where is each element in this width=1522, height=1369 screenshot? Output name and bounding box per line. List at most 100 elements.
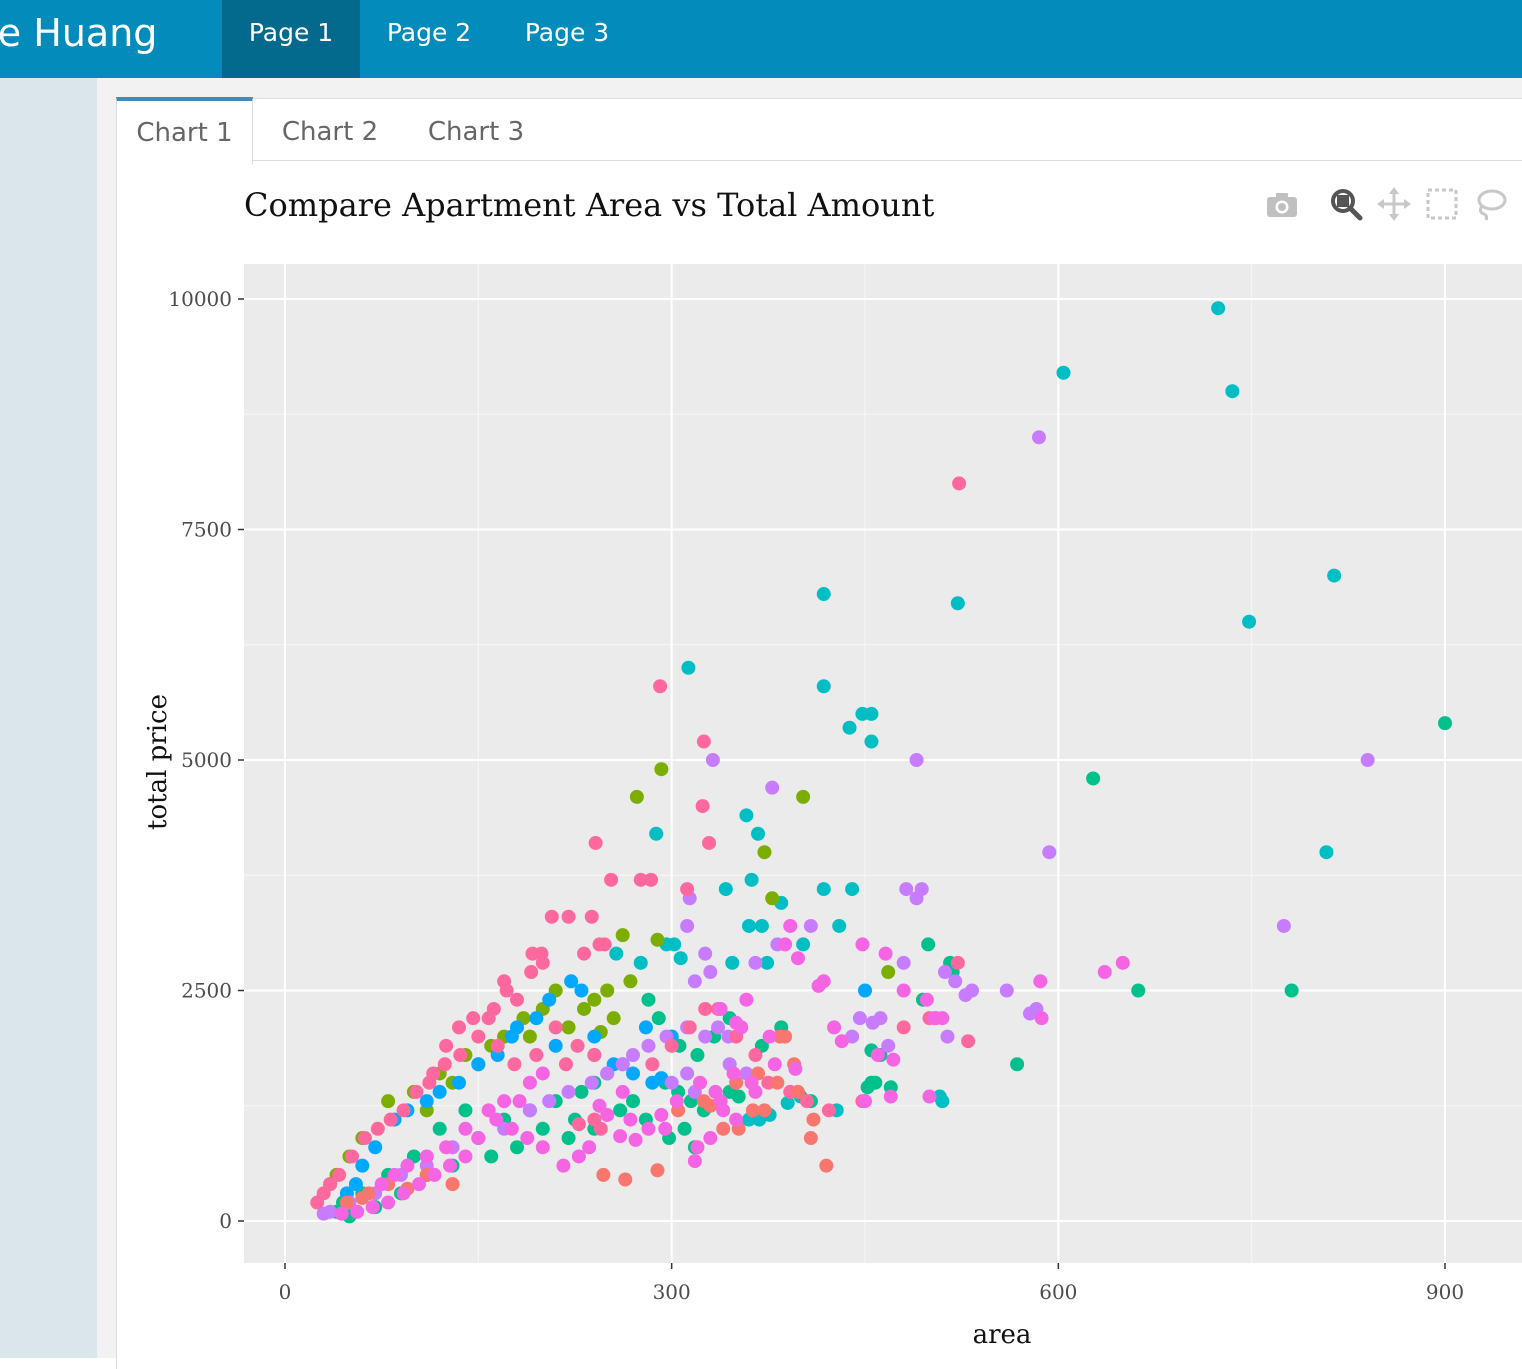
- scatter-point[interactable]: [626, 1066, 640, 1081]
- scatter-point[interactable]: [783, 918, 798, 933]
- scatter-point[interactable]: [811, 978, 826, 993]
- scatter-point[interactable]: [845, 882, 860, 897]
- scatter-point[interactable]: [499, 983, 514, 998]
- scatter-point[interactable]: [437, 1057, 452, 1072]
- scatter-point[interactable]: [716, 1103, 731, 1118]
- scatter-point[interactable]: [400, 1158, 415, 1173]
- scatter-point[interactable]: [1211, 301, 1226, 316]
- scatter-point[interactable]: [641, 1121, 656, 1136]
- scatter-point[interactable]: [834, 1034, 849, 1049]
- scatter-point[interactable]: [497, 1094, 512, 1109]
- scatter-point[interactable]: [432, 1121, 447, 1136]
- scatter-point[interactable]: [458, 1121, 473, 1136]
- scatter-point[interactable]: [504, 1121, 519, 1136]
- scatter-point[interactable]: [816, 882, 831, 897]
- scatter-point[interactable]: [860, 1080, 875, 1095]
- scatter-point[interactable]: [935, 1094, 950, 1109]
- scatter-point[interactable]: [419, 1094, 434, 1109]
- scatter-point[interactable]: [588, 835, 603, 850]
- brand-title[interactable]: loe Huang: [0, 11, 158, 55]
- scatter-point[interactable]: [466, 1011, 481, 1026]
- scatter-point[interactable]: [827, 1020, 842, 1035]
- scatter-point[interactable]: [852, 1011, 867, 1026]
- scatter-point[interactable]: [718, 882, 733, 897]
- tab-chart-2[interactable]: Chart 2: [281, 117, 379, 147]
- scatter-point[interactable]: [948, 974, 963, 989]
- scatter-point[interactable]: [796, 937, 811, 952]
- scatter-point[interactable]: [864, 734, 879, 749]
- scatter-point[interactable]: [368, 1140, 383, 1155]
- scatter-point[interactable]: [921, 937, 936, 952]
- scatter-point[interactable]: [471, 1057, 486, 1072]
- scatter-point[interactable]: [961, 1034, 976, 1049]
- scatter-point[interactable]: [626, 1094, 640, 1109]
- scatter-point[interactable]: [650, 1163, 665, 1178]
- scatter-point[interactable]: [644, 872, 659, 887]
- scatter-point[interactable]: [504, 1029, 519, 1044]
- scatter-point[interactable]: [458, 1103, 473, 1118]
- scatter-point[interactable]: [525, 946, 540, 961]
- scatter-point[interactable]: [790, 951, 805, 966]
- scatter-point[interactable]: [334, 1206, 349, 1221]
- scatter-point[interactable]: [522, 1029, 537, 1044]
- data-points[interactable]: [310, 301, 1452, 1224]
- scatter-point[interactable]: [510, 992, 524, 1007]
- scatter-point[interactable]: [651, 1011, 666, 1026]
- scatter-point[interactable]: [471, 1029, 486, 1044]
- scatter-point[interactable]: [587, 1048, 602, 1063]
- scatter-point[interactable]: [870, 1048, 885, 1063]
- scatter-point[interactable]: [690, 1140, 705, 1155]
- scatter-point[interactable]: [618, 1172, 633, 1187]
- scatter-point[interactable]: [725, 955, 740, 970]
- scatter-point[interactable]: [765, 780, 780, 795]
- scatter-point[interactable]: [570, 1038, 585, 1053]
- scatter-point[interactable]: [522, 1075, 537, 1090]
- scatter-point[interactable]: [592, 1098, 607, 1113]
- scatter-point[interactable]: [638, 1020, 653, 1035]
- scatter-point[interactable]: [544, 909, 559, 924]
- scatter-point[interactable]: [788, 1061, 803, 1076]
- scatter-point[interactable]: [658, 1121, 673, 1136]
- scatter-point[interactable]: [512, 1094, 527, 1109]
- scatter-point[interactable]: [535, 1121, 550, 1136]
- scatter-point[interactable]: [729, 1112, 744, 1127]
- scatter-point[interactable]: [1319, 845, 1334, 860]
- scatter-point[interactable]: [633, 955, 648, 970]
- scatter-point[interactable]: [626, 1048, 640, 1063]
- zoom-icon[interactable]: [1328, 186, 1364, 222]
- scatter-point[interactable]: [650, 932, 665, 947]
- scatter-point[interactable]: [370, 1121, 385, 1136]
- scatter-point[interactable]: [816, 679, 831, 694]
- scatter-point[interactable]: [641, 992, 656, 1007]
- scatter-point[interactable]: [396, 1186, 411, 1201]
- scatter-point[interactable]: [453, 1048, 468, 1063]
- camera-icon[interactable]: [1264, 186, 1300, 222]
- scatter-point[interactable]: [765, 891, 780, 906]
- scatter-point[interactable]: [452, 1020, 466, 1035]
- scatter-point[interactable]: [803, 1131, 818, 1146]
- scatter-point[interactable]: [693, 1075, 708, 1090]
- scatter-point[interactable]: [883, 1089, 898, 1104]
- scatter-point[interactable]: [745, 1103, 760, 1118]
- scatter-point[interactable]: [899, 882, 914, 897]
- scatter-point[interactable]: [332, 1167, 347, 1182]
- scatter-point[interactable]: [858, 983, 872, 998]
- scatter-point[interactable]: [374, 1177, 389, 1192]
- scatter-point[interactable]: [681, 660, 696, 675]
- scatter-point[interactable]: [680, 882, 695, 897]
- scatter-point[interactable]: [426, 1066, 441, 1081]
- scatter-point[interactable]: [609, 946, 624, 961]
- scatter-point[interactable]: [881, 965, 896, 980]
- tab-chart-1[interactable]: Chart 1: [116, 97, 253, 165]
- pan-icon[interactable]: [1376, 186, 1412, 222]
- scatter-point[interactable]: [757, 1103, 772, 1118]
- scatter-point[interactable]: [654, 762, 669, 777]
- scatter-point[interactable]: [778, 937, 793, 952]
- scatter-point[interactable]: [574, 1084, 589, 1099]
- scatter-point[interactable]: [770, 1075, 785, 1090]
- scatter-point[interactable]: [711, 1020, 726, 1035]
- scatter-point[interactable]: [535, 955, 550, 970]
- scatter-point[interactable]: [596, 1167, 611, 1182]
- scatter-point[interactable]: [886, 1052, 901, 1067]
- scatter-point[interactable]: [574, 983, 589, 998]
